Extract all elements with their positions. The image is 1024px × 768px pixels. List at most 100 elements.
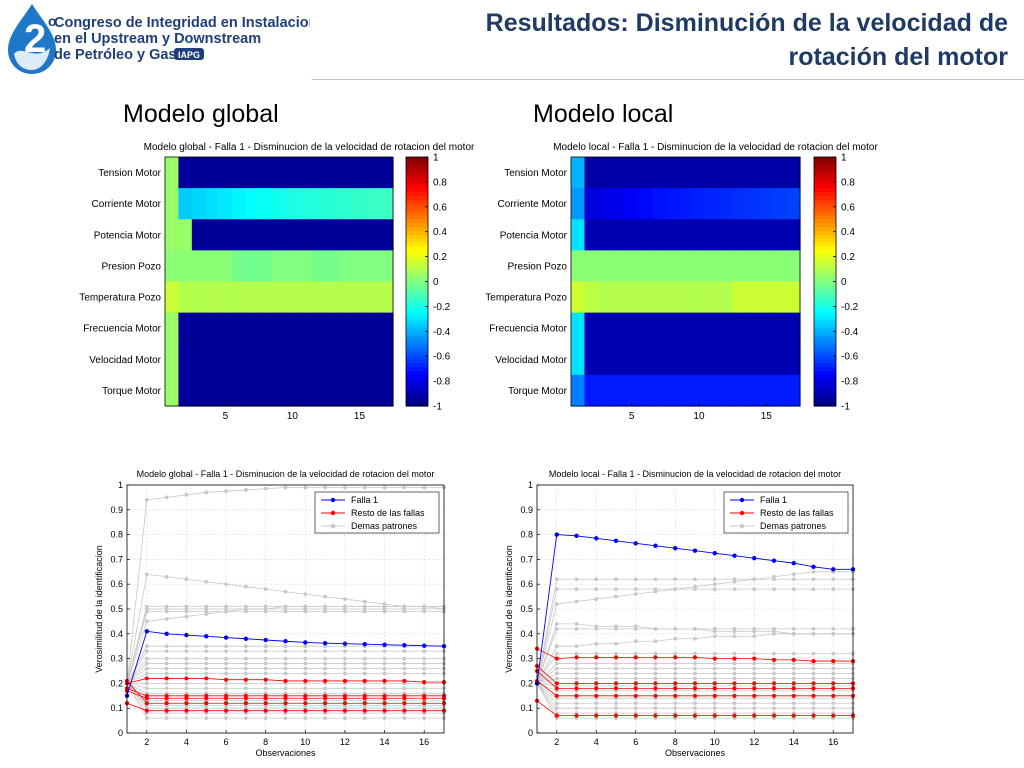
heatmap-cell (665, 250, 680, 283)
heatmap-cell (379, 343, 394, 376)
heatmap-cell (245, 374, 260, 407)
colorbar-step (814, 172, 836, 178)
series-demas-patrones-point (343, 604, 347, 609)
heatmap-cell (678, 343, 693, 376)
y-tick-label: 0.9 (110, 505, 123, 515)
heatmap-cell (165, 157, 180, 189)
series-demas-patrones-point (224, 681, 228, 686)
heatmap-cell (665, 343, 680, 376)
heatmap-cell (165, 250, 180, 283)
series-demas-patrones-point (144, 609, 149, 614)
colorbar-step (406, 304, 428, 310)
series-demas-patrones-point (752, 577, 757, 582)
series-demas-patrones-point (362, 485, 367, 490)
heatmap-cell (285, 312, 300, 345)
series-demas-patrones-point (772, 706, 776, 711)
series-demas-patrones-point (594, 624, 599, 629)
series-demas-patrones-point (772, 631, 776, 636)
series-demas-patrones-point (125, 681, 129, 686)
colorbar-step (406, 386, 428, 392)
series-demas-patrones-point (693, 696, 697, 701)
series-demas-patrones-point (712, 587, 717, 592)
series-demas-patrones-point (144, 497, 149, 502)
heatmap-cell (719, 312, 734, 345)
series-demas-patrones-point (283, 604, 288, 609)
series-resto-fallas-point (692, 693, 698, 698)
series-resto-fallas-point (164, 708, 169, 713)
series-resto-fallas-line (536, 700, 853, 717)
y-tick-label: 0.4 (110, 629, 123, 639)
series-resto-fallas-point (184, 696, 189, 701)
heatmap-cell (638, 312, 653, 345)
heatmap-cell (178, 343, 193, 376)
heatmap-cell (352, 250, 367, 283)
series-demas-patrones-point (791, 696, 796, 701)
series-demas-patrones-point (811, 666, 816, 671)
series-demas-patrones-point (851, 683, 855, 688)
series-demas-patrones-point (343, 716, 347, 721)
series-demas-patrones-point (831, 577, 836, 582)
series-demas-patrones-point (283, 656, 288, 661)
series-demas-patrones-point (712, 701, 717, 706)
heatmap-cell (773, 219, 788, 251)
heatmap-cell (584, 157, 599, 189)
colorbar-step (406, 402, 428, 407)
heatmap-cell (584, 250, 599, 283)
series-demas-patrones-point (851, 569, 855, 574)
series-demas-patrones-point (772, 701, 776, 706)
colorbar-tick-label: -0.8 (841, 377, 859, 388)
series-demas-patrones-point (594, 671, 599, 676)
y-axis-label: Verosimilitud de la identificacion (504, 545, 514, 673)
colorbar-step (406, 332, 428, 337)
series-demas-patrones-point (653, 716, 658, 721)
series-resto-fallas-point (422, 696, 427, 701)
heatmap-cell (678, 374, 693, 407)
series-demas-patrones-point (442, 644, 446, 649)
colorbar-step (406, 223, 428, 228)
heatmap-row-label: Tension Motor (504, 168, 567, 179)
heatmap-cell (732, 374, 747, 407)
heatmap-cell (312, 343, 327, 376)
series-demas-patrones-point (362, 698, 367, 703)
series-resto-fallas-point (204, 701, 209, 706)
series-demas-patrones-point (184, 604, 189, 609)
series-demas-patrones-line (536, 683, 853, 704)
series-demas-patrones-point (831, 711, 836, 716)
heatmap-cell (597, 343, 613, 376)
series-demas-patrones-point (184, 614, 189, 619)
series-demas-patrones-point (125, 681, 129, 686)
series-demas-patrones-point (752, 577, 757, 582)
heatmap-cell (379, 312, 394, 345)
series-resto-fallas-point (811, 658, 816, 664)
series-demas-patrones-point (614, 666, 618, 671)
legend-label: Falla 1 (351, 495, 378, 505)
series-demas-patrones-point (772, 574, 776, 579)
colorbar-step (814, 176, 836, 181)
series-demas-patrones-point (633, 639, 638, 644)
heatmap-cell (773, 250, 788, 283)
series-demas-patrones-point (535, 681, 539, 686)
heatmap-cell (178, 312, 193, 345)
series-demas-patrones-point (851, 666, 855, 671)
series-demas-patrones-point (712, 634, 717, 639)
series-demas-patrones-point (144, 716, 149, 721)
series-demas-patrones-point (422, 706, 427, 711)
series-resto-fallas-point (164, 693, 169, 698)
series-resto-fallas-point (692, 655, 698, 660)
heatmap-cell (759, 281, 774, 314)
series-demas-patrones-point (343, 597, 347, 601)
section-label-local: Modelo local (533, 100, 674, 128)
series-demas-patrones-point (772, 683, 776, 688)
series-resto-fallas-point (204, 708, 209, 713)
series-demas-patrones-point (263, 698, 268, 703)
series-demas-patrones-point (633, 676, 638, 681)
heatmap-cell (705, 188, 720, 220)
series-demas-patrones-point (732, 626, 737, 631)
series-demas-patrones-point (184, 607, 189, 611)
series-demas-patrones-point (554, 661, 559, 666)
series-demas-patrones-point (673, 676, 678, 681)
colorbar-step (814, 285, 836, 290)
series-demas-patrones-point (303, 604, 308, 609)
series-demas-patrones-point (633, 592, 638, 597)
series-demas-patrones-point (851, 716, 855, 721)
